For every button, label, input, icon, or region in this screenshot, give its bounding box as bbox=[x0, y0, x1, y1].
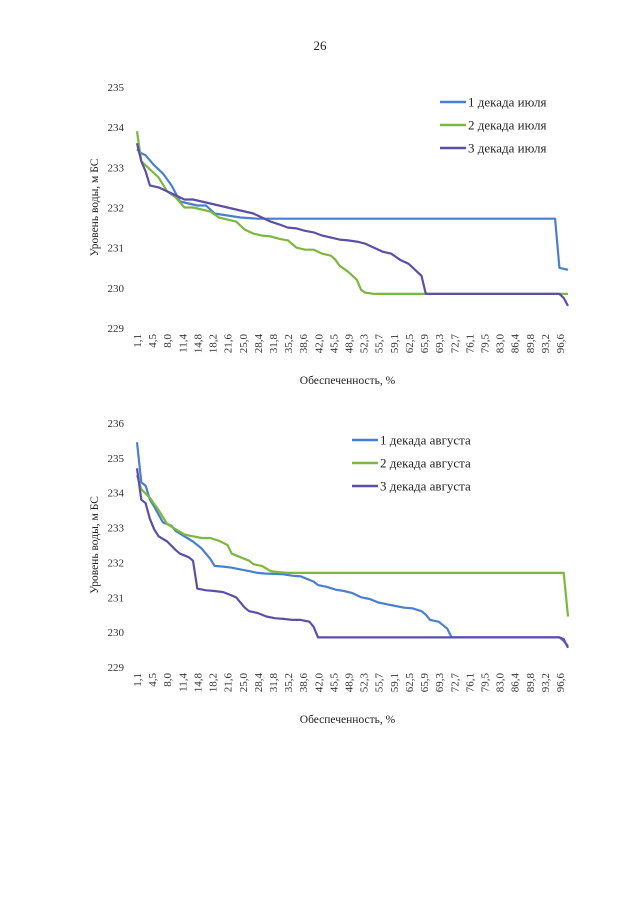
x-tick-label: 1,1 bbox=[132, 334, 144, 348]
x-tick-label: 55,7 bbox=[374, 334, 386, 354]
y-tick-label: 234 bbox=[108, 122, 125, 134]
x-tick-label: 14,8 bbox=[192, 673, 204, 693]
x-tick-label: 83,0 bbox=[495, 333, 507, 353]
y-tick-label: 230 bbox=[108, 627, 125, 639]
x-tick-label: 31,8 bbox=[268, 673, 280, 693]
x-tick-label: 62,5 bbox=[404, 673, 416, 693]
x-tick-label: 8,0 bbox=[162, 334, 174, 348]
x-tick-label: 45,5 bbox=[328, 334, 340, 354]
x-tick-label: 96,6 bbox=[555, 334, 567, 354]
x-tick-label: 52,3 bbox=[359, 334, 371, 354]
x-tick-label: 25,0 bbox=[238, 673, 250, 693]
x-tick-label: 83,0 bbox=[495, 673, 507, 693]
page-number: 26 bbox=[313, 38, 327, 53]
x-tick-label: 21,6 bbox=[223, 673, 235, 693]
x-tick-label: 52,3 bbox=[359, 673, 371, 693]
x-tick-label: 25,0 bbox=[238, 334, 250, 354]
y-tick-label: 235 bbox=[108, 82, 125, 94]
y-tick-label: 229 bbox=[108, 662, 125, 674]
x-tick-label: 69,3 bbox=[434, 334, 446, 354]
x-tick-label: 79,5 bbox=[479, 334, 491, 354]
x-tick-label: 93,2 bbox=[540, 673, 552, 692]
x-tick-label: 42,0 bbox=[313, 673, 325, 693]
x-tick-label: 89,8 bbox=[525, 334, 537, 354]
x-tick-label: 62,5 bbox=[404, 334, 416, 354]
x-tick-label: 8,0 bbox=[162, 673, 174, 687]
y-tick-label: 232 bbox=[108, 557, 125, 569]
x-tick-label: 65,9 bbox=[419, 673, 431, 693]
x-axis-title: Обеспеченность, % bbox=[300, 375, 396, 387]
x-tick-label: 69,3 bbox=[434, 673, 446, 693]
x-tick-label: 48,9 bbox=[344, 673, 356, 693]
x-tick-label: 72,7 bbox=[449, 334, 461, 354]
x-tick-label: 4,5 bbox=[147, 334, 159, 348]
series-line-3 bbox=[135, 142, 569, 307]
y-tick-label: 236 bbox=[108, 418, 125, 430]
x-tick-label: 18,2 bbox=[208, 334, 220, 353]
x-tick-label: 35,2 bbox=[283, 673, 295, 692]
legend-label-1: 1 декада июля bbox=[468, 95, 546, 110]
legend-label-3: 3 декада июля bbox=[468, 141, 546, 156]
legend-label-2: 2 декада августа bbox=[380, 456, 471, 471]
series-line-1 bbox=[135, 442, 569, 647]
x-tick-label: 38,6 bbox=[298, 334, 310, 354]
y-tick-label: 233 bbox=[108, 523, 125, 535]
x-tick-label: 59,1 bbox=[389, 673, 401, 692]
chart-july: 229 230 231 232 233 234 235 1,1 4,5 8,0 11,4 14,8 18… bbox=[89, 82, 569, 387]
x-tick-label: 72,7 bbox=[449, 673, 461, 693]
y-tick-label: 234 bbox=[108, 488, 125, 500]
x-tick-label: 86,4 bbox=[510, 334, 522, 354]
x-tick-label: 4,5 bbox=[147, 673, 159, 687]
x-tick-label: 45,5 bbox=[328, 673, 340, 693]
x-tick-label: 59,1 bbox=[389, 334, 401, 353]
x-tick-label: 28,4 bbox=[253, 673, 265, 693]
x-tick-label: 48,9 bbox=[344, 334, 356, 354]
series-line-1 bbox=[136, 148, 569, 271]
x-tick-label: 76,1 bbox=[464, 334, 476, 353]
x-axis-title: Обеспеченность, % bbox=[300, 714, 396, 726]
x-tick-label: 21,6 bbox=[223, 334, 235, 354]
y-tick-label: 233 bbox=[108, 162, 125, 174]
chart-august: 229 230 231 232 233 234 235 236 1,1 4,5 8,0 11,4 14,… bbox=[89, 418, 570, 726]
y-tick-label: 235 bbox=[108, 453, 125, 465]
x-tick-label: 35,2 bbox=[283, 334, 295, 353]
x-tick-label: 76,1 bbox=[464, 673, 476, 692]
legend-label-1: 1 декада августа bbox=[380, 433, 471, 448]
x-tick-label: 11,4 bbox=[177, 673, 189, 692]
x-tick-label: 93,2 bbox=[540, 334, 552, 353]
x-tick-label: 11,4 bbox=[177, 334, 189, 353]
legend-label-3: 3 декада августа bbox=[380, 479, 471, 494]
y-axis-title: Уровень воды, м БС bbox=[89, 496, 101, 594]
y-tick-label: 231 bbox=[108, 243, 125, 255]
series-line-2 bbox=[135, 131, 568, 295]
series-line-2 bbox=[135, 474, 570, 617]
x-tick-label: 96,6 bbox=[555, 673, 567, 693]
x-tick-label: 89,8 bbox=[525, 673, 537, 693]
x-tick-label: 42,0 bbox=[313, 334, 325, 354]
x-tick-label: 18,2 bbox=[208, 673, 220, 692]
y-tick-label: 229 bbox=[108, 323, 125, 335]
x-tick-label: 79,5 bbox=[479, 673, 491, 693]
x-tick-label: 86,4 bbox=[510, 673, 522, 693]
y-tick-label: 230 bbox=[108, 283, 125, 295]
y-axis-title: Уровень воды, м БС bbox=[89, 158, 101, 256]
legend-label-2: 2 декада июля bbox=[468, 118, 546, 133]
series-line-3 bbox=[135, 468, 569, 649]
x-tick-label: 28,4 bbox=[253, 334, 265, 354]
x-tick-label: 14,8 bbox=[192, 334, 204, 354]
x-tick-label: 38,6 bbox=[298, 673, 310, 693]
y-tick-label: 231 bbox=[108, 592, 125, 604]
x-tick-label: 55,7 bbox=[374, 673, 386, 693]
x-tick-label: 65,9 bbox=[419, 334, 431, 354]
x-tick-label: 31,8 bbox=[268, 334, 280, 354]
y-tick-label: 232 bbox=[108, 203, 125, 215]
x-tick-label: 1,1 bbox=[132, 673, 144, 687]
